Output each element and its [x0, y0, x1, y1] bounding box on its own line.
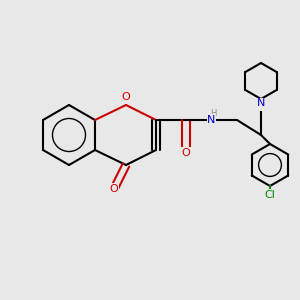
Text: H: H	[210, 110, 216, 118]
Text: N: N	[207, 115, 216, 125]
Text: O: O	[110, 184, 118, 194]
Text: O: O	[182, 148, 190, 158]
Text: O: O	[122, 92, 130, 103]
Text: Cl: Cl	[265, 190, 275, 200]
Text: N: N	[257, 100, 265, 110]
Text: N: N	[257, 98, 265, 109]
